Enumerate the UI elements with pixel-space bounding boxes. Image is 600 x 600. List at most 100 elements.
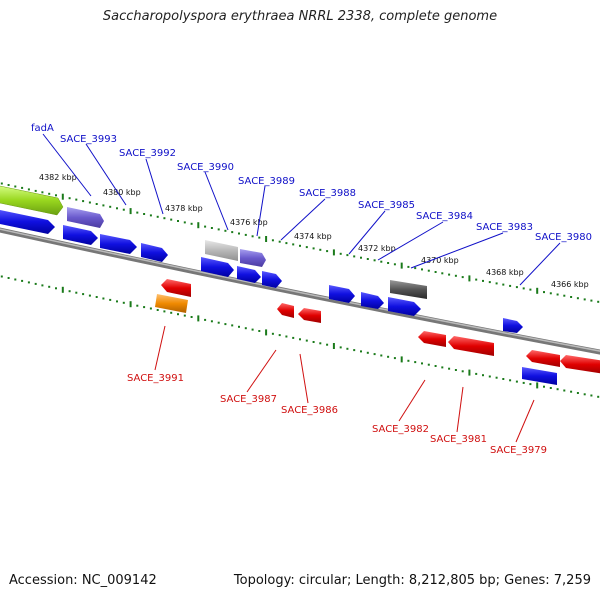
gene-SACE_3979[interactable] bbox=[526, 350, 560, 367]
reverse-tick-track bbox=[0, 275, 600, 398]
gene-label-SACE_3987[interactable]: SACE_3987 bbox=[220, 394, 277, 405]
minor-tick bbox=[231, 231, 234, 234]
gene-10-forward[interactable] bbox=[237, 266, 261, 283]
minor-tick bbox=[55, 194, 57, 197]
gene-label-SACE_3979[interactable]: SACE_3979 bbox=[490, 445, 547, 456]
minor-tick bbox=[217, 228, 220, 231]
gene-15-forward[interactable] bbox=[388, 297, 421, 316]
minor-tick bbox=[231, 324, 234, 327]
minor-tick bbox=[414, 267, 417, 270]
gene-4-forward[interactable] bbox=[63, 225, 98, 245]
minor-tick bbox=[299, 244, 301, 247]
gene-label-SACE_3982[interactable]: SACE_3982 bbox=[372, 424, 429, 435]
minor-tick bbox=[441, 366, 444, 369]
gene-label-SACE_3991[interactable]: SACE_3991 bbox=[127, 373, 184, 384]
minor-tick bbox=[495, 282, 498, 285]
gene-label-SACE_3992[interactable]: SACE_3992 bbox=[119, 148, 176, 159]
gene-label-SACE_3988[interactable]: SACE_3988 bbox=[299, 188, 356, 199]
minor-tick bbox=[156, 215, 159, 218]
gene-label-SACE_3984[interactable]: SACE_3984 bbox=[416, 211, 473, 222]
minor-tick bbox=[292, 336, 295, 339]
gene-16-forward[interactable] bbox=[503, 318, 523, 333]
major-tick bbox=[197, 222, 200, 229]
gene-label-SACE_3980[interactable]: SACE_3980 bbox=[535, 232, 592, 243]
minor-tick bbox=[163, 310, 166, 313]
minor-tick bbox=[285, 335, 288, 338]
scale-tick-label: 4374 kbp bbox=[294, 232, 332, 241]
minor-tick bbox=[509, 284, 512, 287]
minor-tick bbox=[502, 378, 505, 380]
gene-label-SACE_3981[interactable]: SACE_3981 bbox=[430, 434, 487, 445]
major-tick bbox=[332, 249, 335, 256]
minor-tick bbox=[488, 375, 491, 378]
gene-orange-reverse[interactable] bbox=[155, 294, 188, 313]
gene-5-forward[interactable] bbox=[100, 234, 137, 254]
gene-11-forward[interactable] bbox=[262, 271, 282, 288]
minor-tick bbox=[421, 362, 423, 365]
minor-tick bbox=[102, 204, 105, 207]
minor-tick bbox=[95, 296, 98, 298]
gene-13-forward[interactable] bbox=[361, 292, 384, 309]
gene-SACE_3990[interactable] bbox=[205, 240, 238, 261]
gene-3-forward[interactable] bbox=[0, 209, 55, 234]
gene-17-forward[interactable] bbox=[522, 367, 557, 385]
gene-fadA[interactable] bbox=[0, 185, 64, 216]
reverse-leader-lines bbox=[154, 325, 535, 443]
minor-tick bbox=[143, 306, 146, 309]
minor-tick bbox=[109, 205, 112, 208]
gene-label-SACE_3983[interactable]: SACE_3983 bbox=[476, 222, 533, 233]
gene-label-SACE_3989[interactable]: SACE_3989 bbox=[238, 176, 295, 187]
minor-tick bbox=[583, 298, 586, 301]
gene-12-forward[interactable] bbox=[329, 285, 355, 303]
minor-tick bbox=[271, 332, 274, 335]
gene-SACE_3989[interactable] bbox=[240, 249, 266, 267]
gene-label-SACE_3993[interactable]: SACE_3993 bbox=[60, 134, 117, 145]
minor-tick bbox=[156, 309, 159, 311]
gene-SACE_3985[interactable] bbox=[390, 280, 427, 299]
minor-tick bbox=[346, 347, 349, 350]
gene-SACE_3986[interactable] bbox=[298, 308, 321, 323]
minor-tick bbox=[224, 229, 227, 232]
gene-9-forward[interactable] bbox=[201, 257, 234, 277]
minor-tick bbox=[7, 184, 10, 186]
minor-tick bbox=[177, 220, 179, 222]
gene-label-SACE_3985[interactable]: SACE_3985 bbox=[358, 200, 415, 211]
minor-tick bbox=[502, 283, 505, 286]
scale-tick-label: 4380 kbp bbox=[103, 188, 141, 197]
minor-tick bbox=[116, 207, 118, 210]
gene-SACE_3993[interactable] bbox=[67, 207, 104, 228]
scale-tick-label: 4376 kbp bbox=[230, 218, 268, 227]
minor-tick bbox=[387, 355, 390, 358]
major-tick bbox=[61, 286, 64, 293]
minor-tick bbox=[434, 271, 437, 273]
minor-tick bbox=[149, 214, 152, 217]
minor-tick bbox=[522, 381, 525, 384]
minor-tick bbox=[278, 240, 281, 243]
minor-tick bbox=[529, 383, 532, 386]
genome-backbone bbox=[0, 227, 600, 355]
minor-tick bbox=[543, 385, 545, 388]
minor-tick bbox=[387, 262, 390, 264]
minor-tick bbox=[326, 343, 329, 346]
minor-tick bbox=[244, 327, 247, 330]
major-tick bbox=[400, 356, 403, 363]
minor-tick bbox=[461, 276, 464, 279]
gene-6-forward[interactable] bbox=[141, 243, 168, 262]
map-title: Saccharopolyspora erythraea NRRL 2338, c… bbox=[102, 9, 498, 24]
gene-last-reverse[interactable] bbox=[560, 355, 600, 374]
minor-tick bbox=[210, 227, 213, 229]
gene-SACE_3982[interactable] bbox=[418, 331, 446, 347]
minor-tick bbox=[21, 186, 24, 189]
gene-SACE_3991[interactable] bbox=[161, 279, 191, 297]
minor-tick bbox=[224, 323, 227, 326]
minor-tick bbox=[183, 221, 186, 224]
minor-tick bbox=[305, 246, 308, 249]
major-tick bbox=[468, 275, 471, 282]
gene-label-fadA[interactable]: fadA bbox=[31, 123, 54, 134]
gene-SACE_3981[interactable] bbox=[448, 336, 494, 356]
minor-tick bbox=[414, 361, 417, 364]
gene-label-SACE_3990[interactable]: SACE_3990 bbox=[177, 162, 234, 173]
gene-SACE_3987[interactable] bbox=[277, 303, 294, 318]
gene-label-SACE_3986[interactable]: SACE_3986 bbox=[281, 405, 338, 416]
minor-tick bbox=[238, 232, 240, 235]
